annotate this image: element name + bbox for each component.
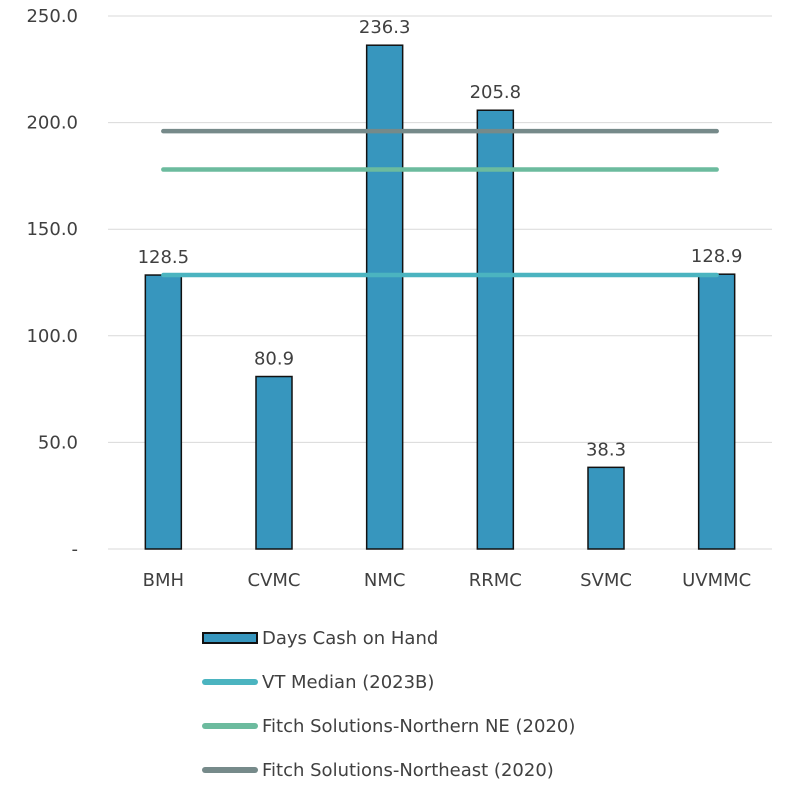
data-label: 128.5: [138, 247, 190, 268]
bar-uvmmc: [697, 273, 736, 550]
legend: Days Cash on Hand VT Median (2023B) Fitc…: [202, 616, 575, 792]
legend-label: Days Cash on Hand: [262, 627, 439, 649]
legend-label: VT Median (2023B): [262, 671, 435, 693]
data-label: 128.9: [691, 246, 743, 267]
bar-bmh: [144, 274, 183, 550]
x-axis-ticks: BMH CVMC NMC RRMC SVMC UVMMC: [143, 570, 752, 591]
data-labels: 128.5 80.9 236.3 205.8 38.3 128.9: [138, 17, 743, 460]
bar-chart: - 50.0 100.0 150.0 200.0 250.0 128.5 80.9 236.3…: [26, 6, 772, 591]
y-tick-label: -: [72, 539, 79, 560]
x-tick-label: BMH: [143, 570, 184, 591]
x-tick-label: RRMC: [469, 570, 522, 591]
legend-item-fitch-northern-ne[interactable]: Fitch Solutions-Northern NE (2020): [202, 704, 575, 748]
y-tick-label: 50.0: [38, 432, 78, 453]
legend-item-vt-median[interactable]: VT Median (2023B): [202, 660, 575, 704]
x-tick-label: UVMMC: [682, 570, 751, 591]
y-tick-label: 100.0: [26, 326, 78, 347]
y-tick-label: 250.0: [26, 6, 78, 27]
legend-swatch: [202, 679, 258, 685]
x-tick-label: NMC: [364, 570, 406, 591]
legend-swatch: [202, 632, 258, 644]
x-tick-label: SVMC: [580, 570, 632, 591]
data-label: 205.8: [470, 82, 522, 103]
legend-label: Fitch Solutions-Northern NE (2020): [262, 715, 576, 737]
data-label: 38.3: [586, 439, 626, 460]
x-tick-label: CVMC: [248, 570, 301, 591]
y-tick-label: 200.0: [26, 113, 78, 134]
gridlines: [108, 15, 772, 550]
reference-lines: [161, 128, 719, 278]
data-label: 80.9: [254, 349, 294, 370]
bar-cvmc: [255, 375, 293, 550]
bar-nmc: [365, 44, 404, 550]
legend-swatch: [202, 767, 258, 773]
data-label: 236.3: [359, 17, 411, 38]
legend-swatch: [202, 723, 258, 729]
bars: [144, 44, 736, 550]
y-axis-ticks: - 50.0 100.0 150.0 200.0 250.0: [26, 6, 78, 560]
bar-rrmc: [476, 109, 515, 550]
y-tick-label: 150.0: [26, 219, 78, 240]
legend-item-fitch-northeast[interactable]: Fitch Solutions-Northeast (2020): [202, 748, 575, 792]
legend-label: Fitch Solutions-Northeast (2020): [262, 759, 554, 781]
legend-item-bar[interactable]: Days Cash on Hand: [202, 616, 575, 660]
bar-svmc: [587, 466, 625, 550]
